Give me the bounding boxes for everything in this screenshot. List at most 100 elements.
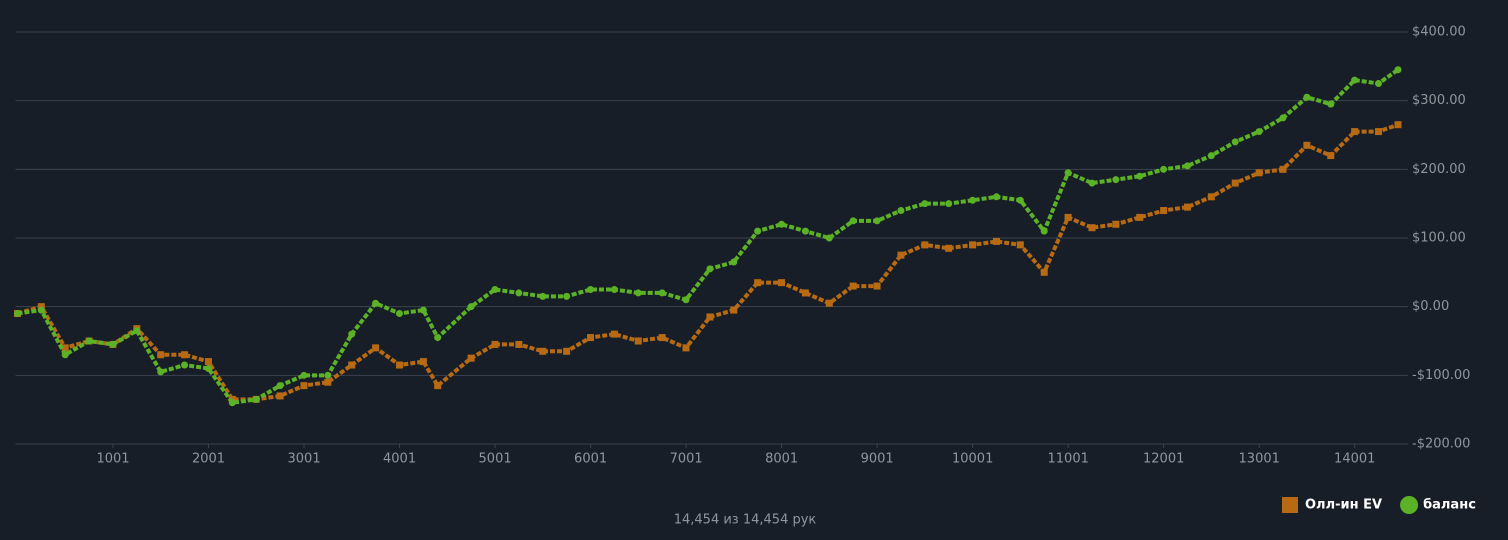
marker xyxy=(372,344,380,352)
marker xyxy=(634,289,642,297)
x-tick-label: 8001 xyxy=(765,452,798,467)
marker xyxy=(1351,128,1359,136)
footer: 14,454 из 14,454 рук xyxy=(674,513,817,528)
legend-label: Олл-ин EV xyxy=(1305,498,1382,513)
marker xyxy=(204,358,212,366)
marker xyxy=(539,292,547,300)
marker xyxy=(634,337,642,345)
marker xyxy=(754,227,762,235)
marker xyxy=(419,358,427,366)
marker xyxy=(434,334,442,342)
marker xyxy=(300,371,308,379)
marker xyxy=(730,258,738,266)
marker xyxy=(1088,224,1096,232)
marker xyxy=(324,378,332,386)
marker xyxy=(515,289,523,297)
marker xyxy=(945,244,953,252)
marker xyxy=(706,313,714,321)
marker xyxy=(897,251,905,259)
marker xyxy=(61,344,69,352)
marker xyxy=(181,361,189,369)
marker xyxy=(515,340,523,348)
marker xyxy=(1394,66,1402,74)
marker xyxy=(682,296,690,304)
marker xyxy=(157,368,165,376)
marker xyxy=(897,207,905,215)
marker xyxy=(1207,152,1215,160)
x-tick-label: 6001 xyxy=(574,452,607,467)
marker xyxy=(610,286,618,293)
marker xyxy=(539,347,547,355)
marker xyxy=(1160,165,1168,173)
marker xyxy=(969,241,977,249)
marker xyxy=(276,382,284,390)
marker xyxy=(1231,179,1239,187)
marker xyxy=(1088,179,1096,187)
marker xyxy=(921,200,929,208)
marker xyxy=(133,327,141,335)
marker xyxy=(1183,162,1191,170)
marker xyxy=(706,265,714,273)
marker xyxy=(1231,138,1239,146)
marker xyxy=(945,200,953,208)
marker xyxy=(658,289,666,297)
marker xyxy=(276,392,284,400)
marker xyxy=(348,330,356,338)
marker xyxy=(873,282,881,290)
marker xyxy=(1255,128,1263,136)
marker xyxy=(1040,227,1048,235)
marker xyxy=(1303,93,1311,101)
marker xyxy=(1303,141,1311,149)
marker xyxy=(682,344,690,352)
marker xyxy=(109,340,117,348)
marker xyxy=(825,234,833,242)
marker xyxy=(658,334,666,342)
marker xyxy=(1136,172,1144,180)
marker xyxy=(754,279,762,287)
marker xyxy=(348,361,356,369)
y-tick-label: -$200.00 xyxy=(1412,437,1470,452)
x-tick-label: 9001 xyxy=(861,452,894,467)
marker xyxy=(300,382,308,390)
marker xyxy=(1375,128,1383,136)
marker xyxy=(85,337,93,345)
y-tick-label: $200.00 xyxy=(1412,162,1466,177)
y-tick-label: $100.00 xyxy=(1412,231,1466,246)
x-tick-label: 12001 xyxy=(1143,452,1184,467)
x-tick-label: 3001 xyxy=(288,452,321,467)
marker xyxy=(61,351,69,359)
legend-marker xyxy=(1282,497,1298,513)
marker xyxy=(969,196,977,204)
x-tick-label: 14001 xyxy=(1334,452,1375,467)
marker xyxy=(181,351,189,359)
marker xyxy=(467,354,475,362)
marker xyxy=(1279,114,1287,122)
x-tick-label: 13001 xyxy=(1239,452,1280,467)
marker xyxy=(434,382,442,390)
x-tick-label: 11001 xyxy=(1048,452,1089,467)
marker xyxy=(157,351,165,359)
marker xyxy=(921,241,929,249)
marker xyxy=(610,330,618,338)
marker xyxy=(1064,213,1072,221)
marker xyxy=(1016,196,1024,204)
marker xyxy=(849,217,857,225)
y-tick-label: $300.00 xyxy=(1412,93,1466,108)
marker xyxy=(992,237,1000,245)
x-tick-label: 5001 xyxy=(479,452,512,467)
marker xyxy=(778,279,786,287)
x-tick-label: 2001 xyxy=(192,452,225,467)
marker xyxy=(419,306,427,314)
marker xyxy=(395,310,403,318)
legend-label: баланс xyxy=(1423,498,1476,513)
legend-marker xyxy=(1400,496,1419,514)
marker xyxy=(491,340,499,348)
marker xyxy=(992,193,1000,201)
marker xyxy=(1112,176,1120,184)
marker xyxy=(467,303,475,311)
marker xyxy=(1136,213,1144,221)
marker xyxy=(778,220,786,228)
marker xyxy=(491,286,499,293)
marker xyxy=(204,364,212,372)
